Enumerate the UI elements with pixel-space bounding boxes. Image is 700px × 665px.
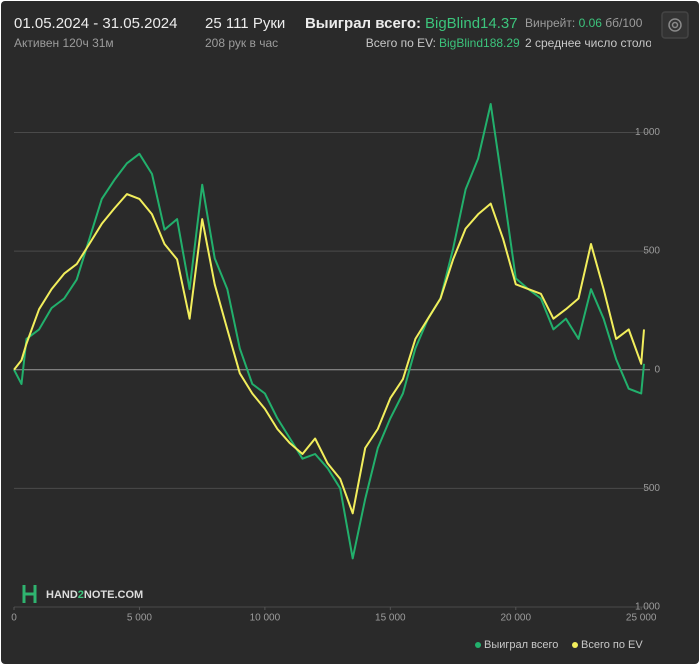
hands: 25 111 Руки [205,15,285,32]
winrate-unit: бб/100 [605,16,642,30]
active-time: Активен 120ч 31м [14,36,114,50]
x-tick-label: 20 000 [500,613,531,624]
x-tick-label: 15 000 [375,613,406,624]
winrate: Винрейт: 0.06 бб/100 [525,16,643,30]
y-tick-label: 0 [654,364,660,375]
y-tick-label: 500 [643,246,660,257]
x-tick-label: 25 000 [626,613,657,624]
date-range: 01.05.2024 - 31.05.2024 [14,15,177,32]
won-value: BigBlind14.37 [425,15,518,32]
svg-text:HAND2NOTE.COM: HAND2NOTE.COM [46,589,143,601]
logo: HAND2NOTE.COM [22,585,143,603]
legend-swatch [572,642,578,648]
settings-icon[interactable] [661,11,689,39]
x-tick-label: 5 000 [127,613,152,624]
hands-per-hour: 208 рук в час [205,36,278,50]
y-tick-label: 1 000 [635,127,660,138]
x-tick-label: 10 000 [250,613,281,624]
tables: 2 среднее число столов [525,36,658,50]
legend-item: Выиграл всего [475,639,558,651]
legend-swatch [475,642,481,648]
x-tick-label: 0 [11,613,17,624]
y-tick-label: 1 000 [635,602,660,613]
legend-label: Всего по EV [581,639,643,651]
winrate-label: Винрейт: [525,16,575,30]
winrate-value: 0.06 [579,16,603,30]
logo-text: HAND [46,589,78,601]
legend-label: Выиграл всего [484,639,558,651]
series-line [13,103,645,560]
ev-label: Всего по EV: [366,36,436,50]
logo-text: NOTE.COM [84,589,143,601]
series-line [13,193,645,515]
ev-value: BigBlind188.29 [439,36,520,50]
won-label: Выиграл всего: [305,15,421,32]
legend-item: Всего по EV [572,639,643,651]
logo-text: 2 [78,589,84,601]
y-tick-label: 500 [643,483,660,494]
